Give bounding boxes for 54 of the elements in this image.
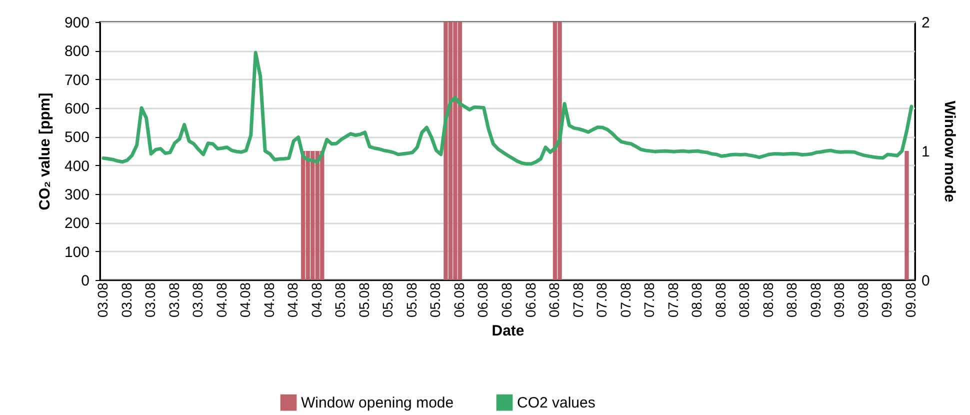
x-tick-label: 08.08 bbox=[760, 282, 776, 318]
y2-tick-label: 0 bbox=[922, 272, 930, 290]
x-tick-label: 06.08 bbox=[450, 282, 467, 318]
x-tick-label: 05.08 bbox=[427, 282, 444, 318]
x-tick-label: 05.08 bbox=[356, 282, 372, 318]
x-tick-label: 07.08 bbox=[570, 282, 586, 318]
x-tick-label: 07.08 bbox=[617, 282, 634, 318]
y-tick-label: 500 bbox=[64, 129, 90, 146]
x-tick-label: 06.08 bbox=[546, 282, 562, 318]
x-tick-label: 08.08 bbox=[712, 282, 728, 318]
x-tick-label: 06.08 bbox=[522, 282, 538, 318]
y-tick-label: 600 bbox=[64, 100, 90, 118]
x-tick-label: 03.08 bbox=[142, 282, 158, 318]
y-tick-label: 800 bbox=[64, 43, 90, 60]
x-tick-label: 04.08 bbox=[308, 282, 324, 318]
y-tick-label: 100 bbox=[64, 244, 90, 261]
y-tick-label: 0 bbox=[81, 272, 90, 290]
x-tick-label: 09.08 bbox=[878, 282, 895, 318]
legend-label: Window opening mode bbox=[301, 394, 454, 412]
x-tick-label: 08.08 bbox=[688, 282, 705, 318]
x-tick-label: 04.08 bbox=[213, 282, 230, 318]
y-axis-title: CO₂ value [ppm] bbox=[36, 92, 54, 210]
x-tick-label: 04.08 bbox=[260, 282, 277, 318]
x-tick-label: 07.08 bbox=[641, 282, 658, 318]
x-tick-label: 08.08 bbox=[784, 282, 800, 318]
x-tick-label: 07.08 bbox=[594, 282, 610, 318]
x-tick-label: 05.08 bbox=[332, 282, 348, 318]
y-tick-label: 400 bbox=[64, 158, 90, 175]
x-tick-label: 09.08 bbox=[831, 282, 848, 318]
x-tick-label: 05.08 bbox=[380, 282, 396, 318]
x-tick-label: 04.08 bbox=[237, 282, 254, 318]
x-tick-label: 03.08 bbox=[166, 282, 182, 318]
x-tick-label: 05.08 bbox=[403, 282, 420, 318]
x-tick-label: 09.08 bbox=[854, 282, 871, 318]
y2-axis-title: Window mode bbox=[940, 100, 958, 202]
x-tick-label: 03.08 bbox=[118, 282, 134, 318]
x-tick-label: 06.08 bbox=[498, 282, 514, 318]
legend-label: CO2 values bbox=[517, 394, 596, 412]
x-tick-label: 04.08 bbox=[284, 282, 301, 318]
x-tick-label: 09.08 bbox=[902, 282, 918, 318]
line-series bbox=[102, 50, 914, 166]
y2-tick-label: 2 bbox=[922, 14, 930, 32]
y2-tick-label: 1 bbox=[922, 144, 930, 160]
x-tick-label: 06.08 bbox=[474, 282, 491, 318]
y-tick-label: 700 bbox=[64, 72, 90, 89]
y-tick-label: 200 bbox=[64, 215, 90, 232]
x-tick-label: 07.08 bbox=[664, 282, 681, 318]
y-tick-label: 300 bbox=[64, 186, 90, 204]
x-tick-label: 03.08 bbox=[190, 282, 206, 318]
x-tick-label: 08.08 bbox=[736, 282, 752, 318]
y-tick-label: 900 bbox=[64, 14, 90, 32]
x-axis-title: Date bbox=[492, 322, 524, 340]
x-tick-label: 03.08 bbox=[94, 282, 111, 318]
x-tick-label: 09.08 bbox=[807, 282, 824, 318]
